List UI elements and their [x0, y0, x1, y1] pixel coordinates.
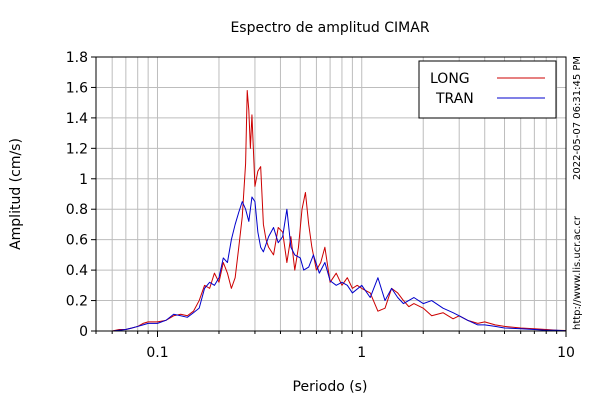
y-tick-label: 0: [79, 324, 88, 340]
y-tick-label: 1: [79, 172, 88, 188]
y-tick-label: 0.2: [66, 294, 88, 310]
x-tick-label: 1: [357, 345, 366, 361]
y-tick-label: 1.4: [66, 111, 88, 127]
website-text: http://www.lis.ucr.ac.cr: [572, 215, 583, 330]
chart-ticks: 0 0.2 0.4 0.6 0.8 1 1.2 1.4 1.6 1.8 0.1 1 10: [66, 50, 575, 361]
y-tick-label: 0.6: [66, 233, 88, 249]
legend-label-long: LONG: [430, 71, 470, 87]
y-tick-label: 0.4: [66, 263, 88, 279]
x-tick-label: 10: [557, 345, 575, 361]
y-tick-label: 1.8: [66, 50, 88, 66]
series-line-tran: [112, 196, 567, 332]
legend: LONG TRAN: [418, 60, 557, 119]
series-layer: [112, 89, 567, 332]
x-axis-label: Periodo (s): [293, 379, 368, 395]
legend-box: [418, 60, 557, 119]
x-tick-label: 0.1: [146, 345, 168, 361]
chart-title: Espectro de amplitud CIMAR: [230, 20, 429, 36]
timestamp-text: 2022-05-07 06:31:45 PM: [572, 56, 583, 180]
y-tick-label: 0.8: [66, 202, 88, 218]
legend-label-tran: TRAN: [435, 91, 474, 107]
y-axis-label: Amplitud (cm/s): [8, 138, 24, 250]
series-line-long: [112, 89, 567, 332]
y-tick-label: 1.6: [66, 80, 88, 96]
plot-frame: [95, 56, 567, 332]
y-tick-label: 1.2: [66, 141, 88, 157]
